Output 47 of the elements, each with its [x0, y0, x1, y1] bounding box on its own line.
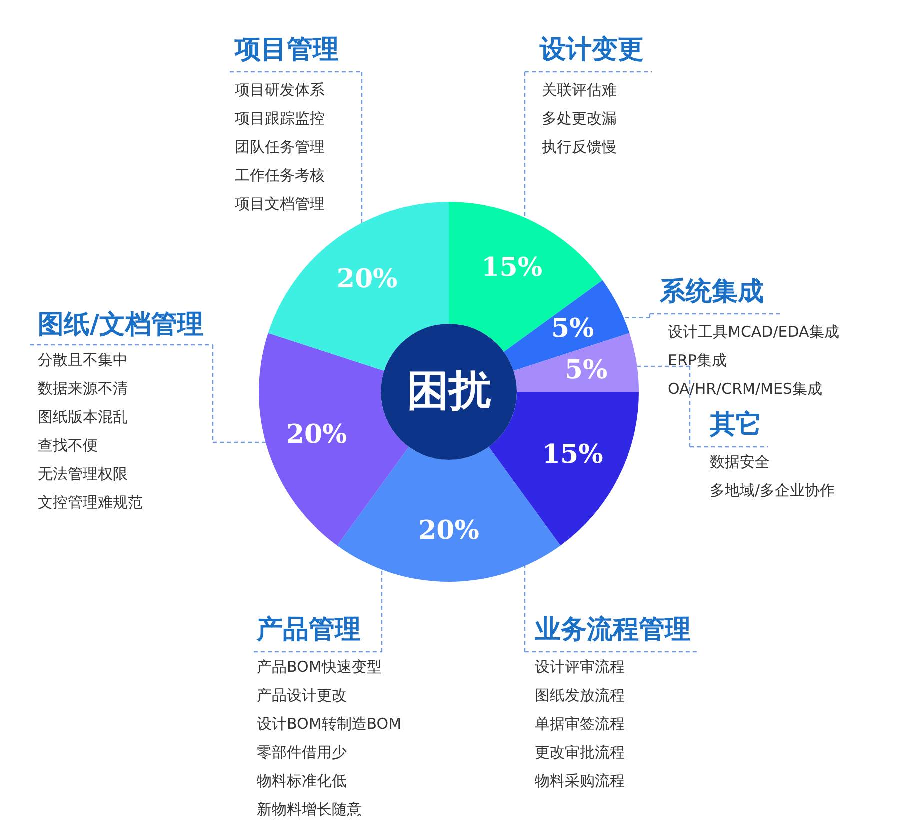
text: 执行反馈慢	[542, 138, 617, 156]
text: 项目跟踪监控	[235, 110, 325, 128]
text: 单据审签流程	[535, 715, 625, 733]
text: 项目研发体系	[235, 81, 325, 99]
text: 更改审批流程	[535, 744, 625, 762]
data-label: 20%	[336, 264, 398, 295]
slice-label: 设计变更	[539, 35, 644, 65]
slice-label: 其它	[709, 410, 762, 440]
text: 物料采购流程	[535, 772, 625, 790]
data-label: 20%	[418, 516, 480, 546]
text: 设计工具MCAD/EDA集成	[668, 323, 840, 341]
slice-label: 业务流程管理	[534, 615, 691, 645]
data-label: 15%	[482, 253, 543, 284]
data-label: 5%	[551, 314, 595, 344]
text: 数据来源不清	[38, 380, 128, 398]
text: 产品BOM快速变型	[257, 658, 382, 676]
text: 困扰	[407, 366, 492, 415]
slice-label: 图纸/文档管理	[38, 310, 204, 340]
text: 工作任务考核	[235, 166, 325, 184]
text: 分散且不集中	[38, 351, 128, 369]
text: 团队任务管理	[235, 138, 325, 156]
donut-slice	[259, 333, 410, 546]
text: 图纸版本混乱	[38, 408, 128, 426]
slice-label: 产品管理	[256, 615, 361, 645]
text: 无法管理权限	[38, 465, 128, 483]
text: 多处更改漏	[542, 110, 617, 128]
text: 文控管理难规范	[38, 494, 143, 512]
text: 产品设计更改	[257, 686, 347, 704]
slice-label: 系统集成	[659, 277, 764, 307]
data-label: 20%	[286, 420, 348, 450]
text: 设计评审流程	[535, 658, 625, 676]
text: OA/HR/CRM/MES集成	[668, 380, 822, 398]
text: 物料标准化低	[257, 772, 347, 790]
text: 查找不便	[38, 436, 98, 454]
text: 设计BOM转制造BOM	[257, 715, 402, 733]
text: 新物料增长随意	[257, 800, 362, 818]
text: 关联评估难	[542, 81, 617, 99]
donut-slice	[449, 202, 603, 352]
text: 项目文档管理	[235, 195, 325, 213]
text: 数据安全	[710, 453, 770, 471]
data-label: 5%	[564, 355, 608, 386]
data-label: 15%	[542, 440, 604, 470]
text: 零部件借用少	[257, 744, 347, 762]
text: 多地域/多企业协作	[710, 482, 836, 500]
text: 图纸发放流程	[535, 686, 625, 704]
text: ERP集成	[668, 352, 727, 370]
slice-label: 项目管理	[234, 35, 339, 65]
